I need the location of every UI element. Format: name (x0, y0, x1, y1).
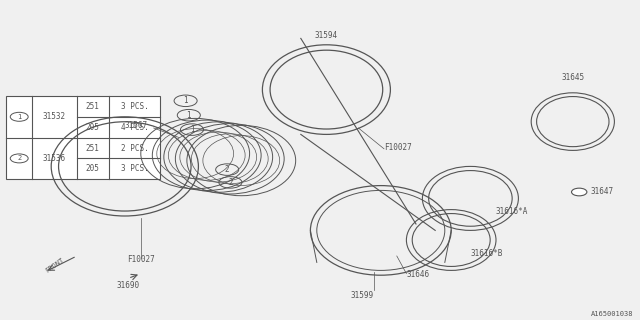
Text: 31645: 31645 (561, 73, 584, 82)
Text: F10027: F10027 (384, 143, 412, 152)
Text: 2: 2 (17, 156, 21, 161)
Text: 251: 251 (86, 102, 100, 111)
Text: A165001038: A165001038 (591, 311, 634, 317)
Text: 251: 251 (86, 143, 100, 153)
Text: 4 PCS.: 4 PCS. (120, 123, 148, 132)
Text: 31690: 31690 (116, 281, 140, 290)
Text: F10027: F10027 (127, 255, 155, 264)
Text: 31594: 31594 (315, 31, 338, 40)
Text: 31599: 31599 (350, 291, 373, 300)
Text: 2: 2 (225, 165, 230, 174)
Text: 1: 1 (183, 96, 188, 105)
Text: 2 PCS.: 2 PCS. (120, 143, 148, 153)
Text: 3 PCS.: 3 PCS. (120, 102, 148, 111)
Text: 1: 1 (186, 111, 191, 120)
Text: 2: 2 (228, 178, 233, 187)
Text: 205: 205 (86, 123, 100, 132)
Circle shape (572, 188, 587, 196)
Text: FRONT: FRONT (44, 257, 65, 274)
Text: 31616*B: 31616*B (470, 249, 503, 258)
Text: 31616*A: 31616*A (496, 207, 529, 216)
Text: 1: 1 (17, 114, 21, 120)
Text: 31647: 31647 (590, 188, 613, 196)
Text: 31536: 31536 (43, 154, 66, 163)
Text: 31646: 31646 (406, 270, 429, 279)
Text: 31532: 31532 (43, 112, 66, 121)
Text: 205: 205 (86, 164, 100, 173)
Text: 31567: 31567 (124, 121, 147, 130)
Text: 1: 1 (189, 125, 195, 134)
Bar (6, 96, 160, 179)
Text: 3 PCS.: 3 PCS. (120, 164, 148, 173)
